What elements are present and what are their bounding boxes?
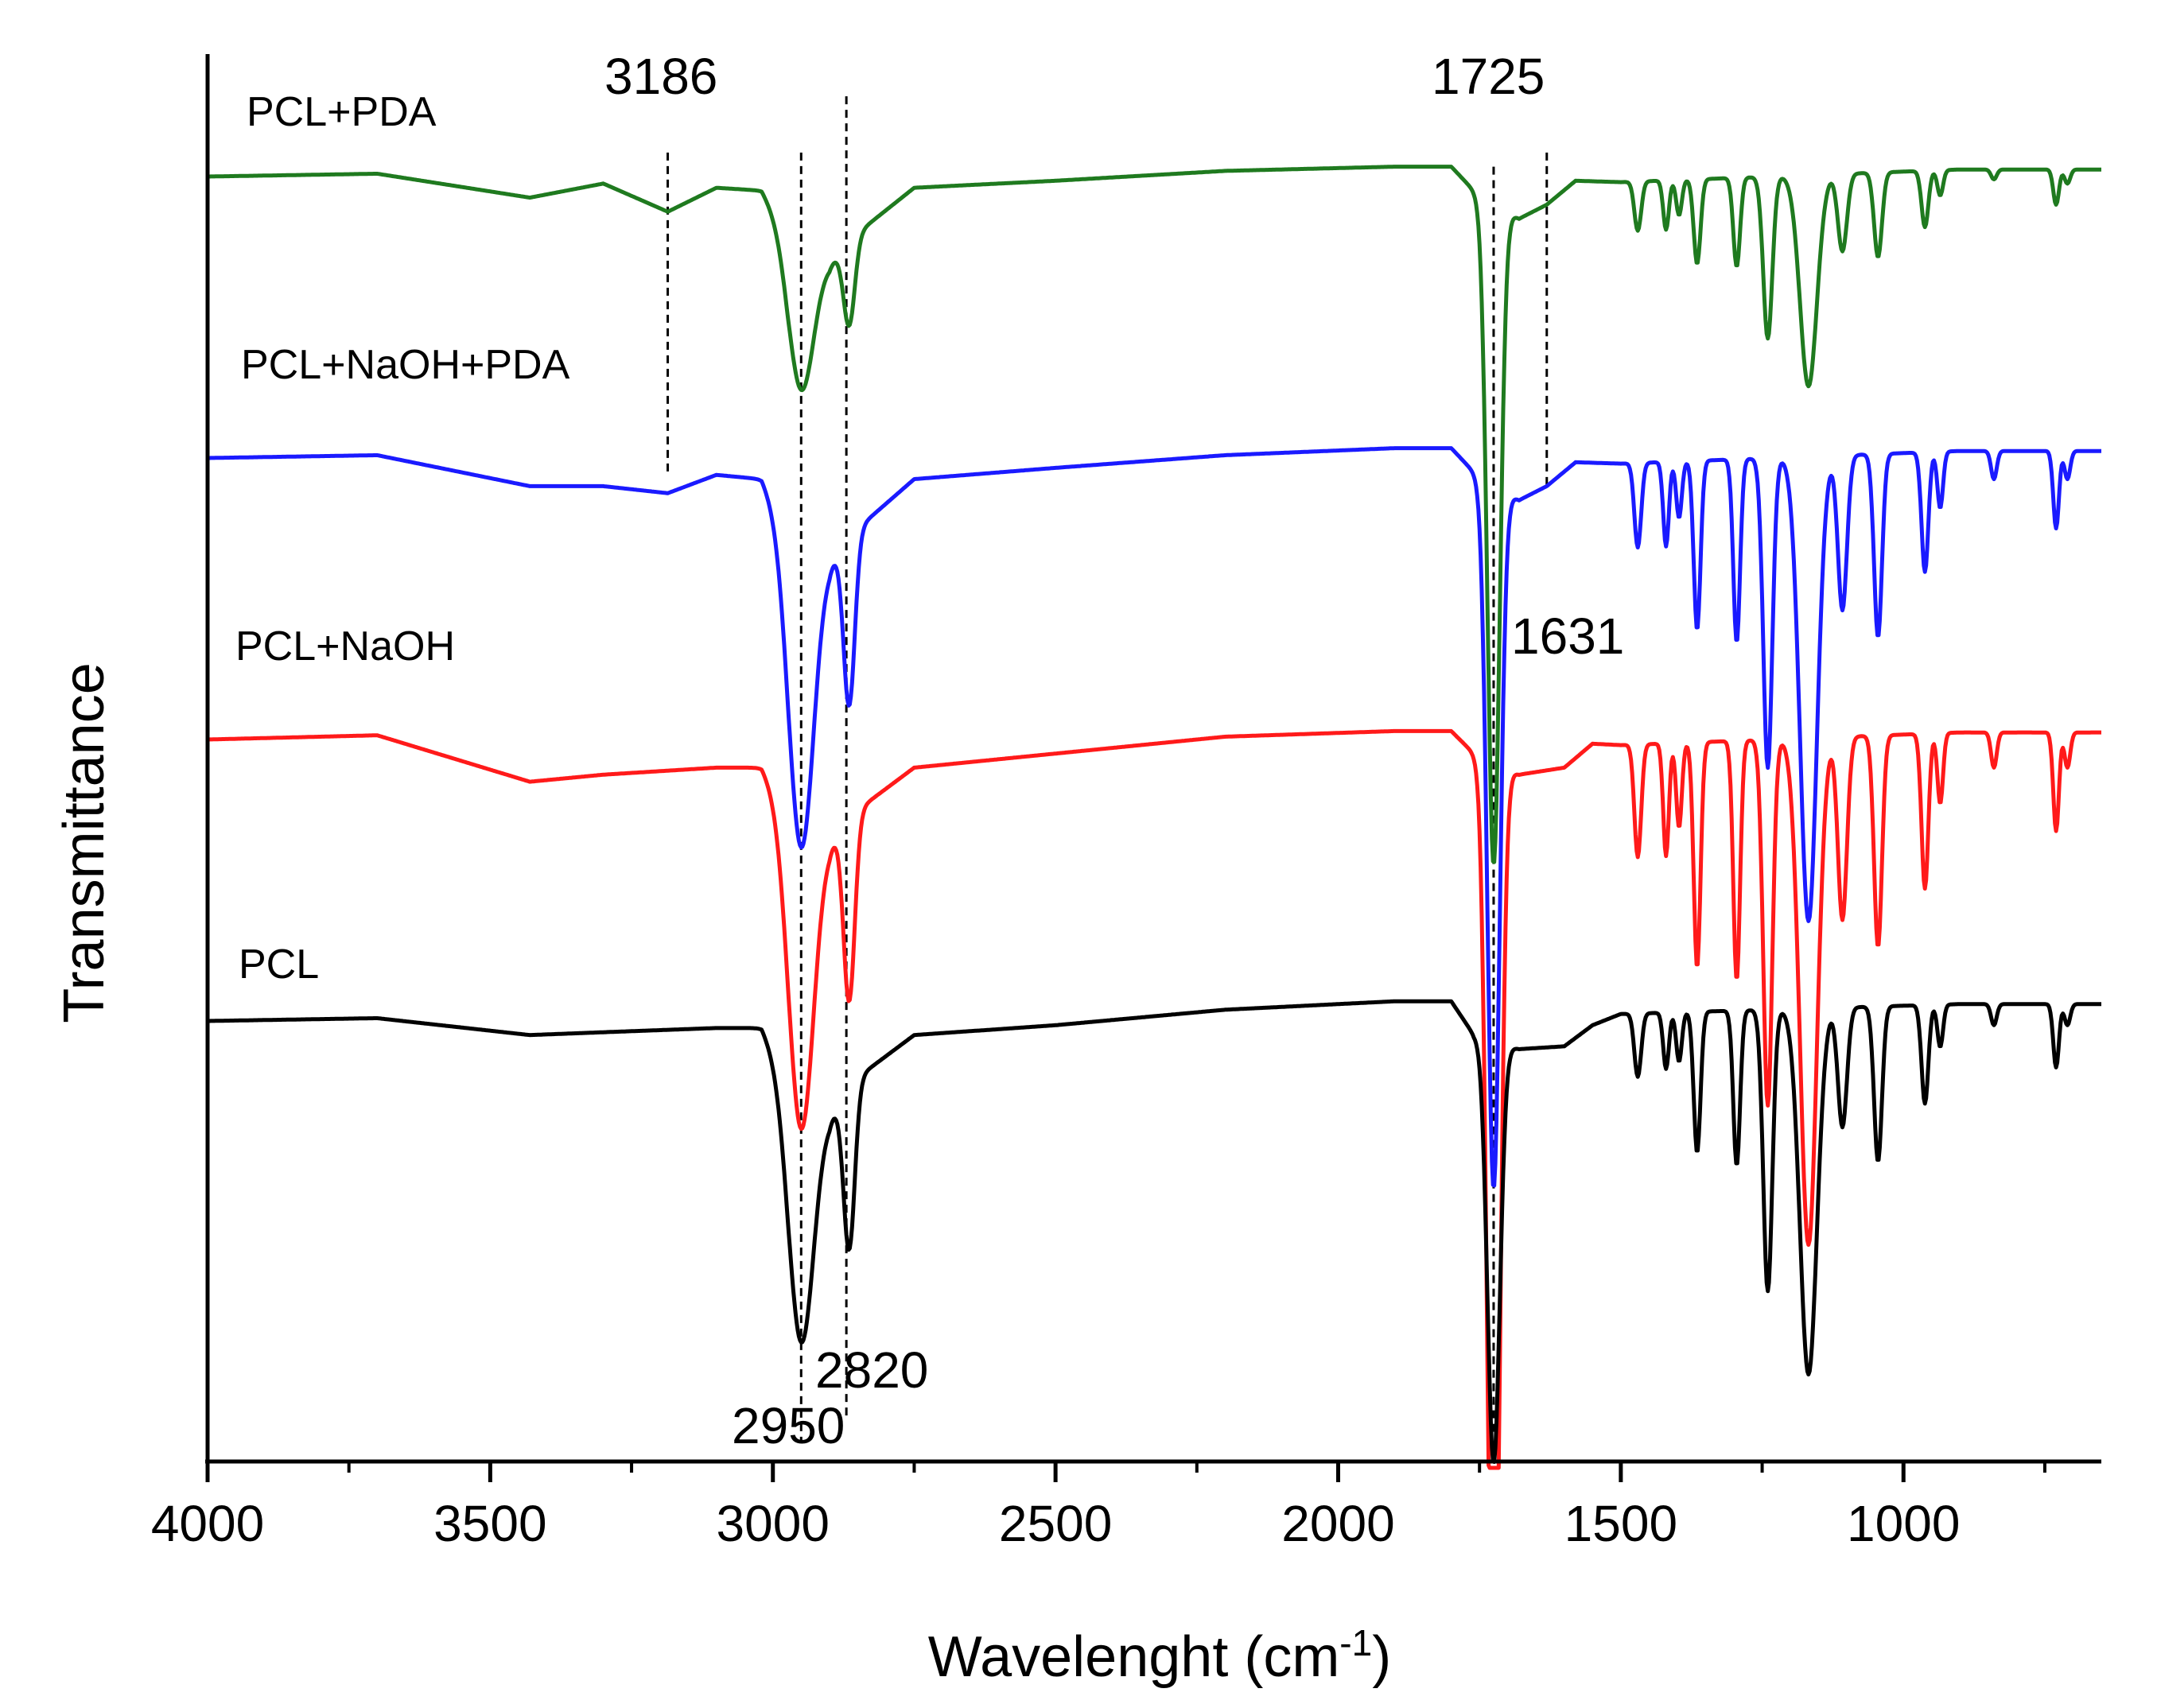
x-ticks: 4000 3500 3000 2500 2000 1500 1000 — [151, 1462, 2046, 1552]
x-axis-label: Wavelenght (cm-1) — [928, 1622, 1391, 1689]
x-tick-label-3500: 3500 — [433, 1495, 546, 1552]
peak-label-2820: 2820 — [815, 1341, 928, 1399]
trace-label-pcl-pda: PCL+PDA — [247, 89, 437, 135]
x-tick-label-2500: 2500 — [999, 1495, 1112, 1552]
x-tick-label-1500: 1500 — [1564, 1495, 1677, 1552]
peak-label-1725: 1725 — [1432, 48, 1545, 105]
peak-label-2950: 2950 — [732, 1397, 845, 1454]
trace-label-pcl: PCL — [239, 941, 319, 988]
spectra-series — [206, 165, 2103, 1470]
x-axis-label-main: Wavelenght (cm — [928, 1625, 1340, 1689]
series-line-pcl-naoh-pda — [206, 446, 2103, 1188]
x-tick-label-3000: 3000 — [717, 1495, 830, 1552]
series-line-pcl-pda — [206, 165, 2103, 864]
trace-label-pcl-naoh-pda: PCL+NaOH+PDA — [241, 342, 570, 388]
series-line-pcl — [206, 999, 2103, 1464]
series-line-pcl-naoh — [206, 728, 2103, 1470]
x-axis-label-superscript: -1 — [1339, 1622, 1372, 1663]
x-tick-label-1000: 1000 — [1847, 1495, 1960, 1552]
y-axis-label: Transmittance — [52, 662, 116, 1023]
x-axis-label-suffix: ) — [1372, 1625, 1391, 1689]
x-tick-label-4000: 4000 — [151, 1495, 264, 1552]
peak-label-1631: 1631 — [1511, 608, 1624, 665]
trace-label-pcl-naoh: PCL+NaOH — [235, 623, 455, 670]
peak-label-3186: 3186 — [604, 48, 717, 105]
axes — [205, 54, 2101, 1464]
peak-marker-lines — [667, 96, 1549, 1441]
x-tick-label-2000: 2000 — [1281, 1495, 1394, 1552]
